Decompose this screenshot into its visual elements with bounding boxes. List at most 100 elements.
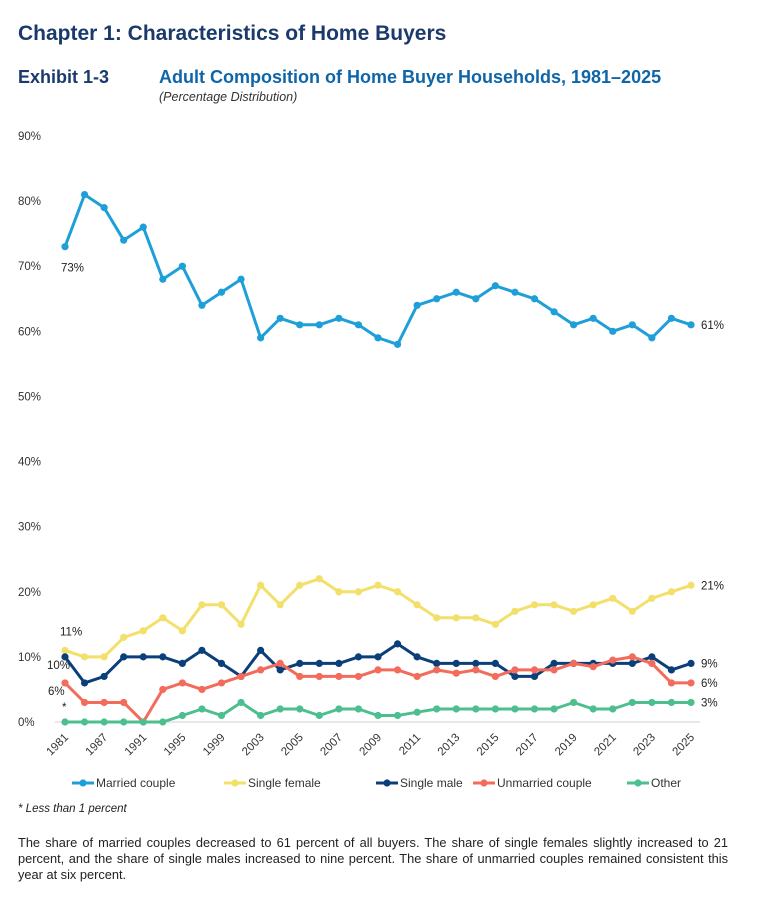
data-point bbox=[354, 653, 363, 661]
data-point bbox=[296, 672, 304, 681]
data-point bbox=[296, 321, 304, 329]
y-tick-label: 10% bbox=[18, 652, 41, 664]
data-point bbox=[374, 334, 382, 342]
data-point bbox=[100, 204, 108, 212]
data-point bbox=[120, 698, 128, 707]
data-point bbox=[80, 679, 89, 687]
data-point bbox=[433, 659, 441, 668]
data-point bbox=[472, 614, 480, 622]
data-point bbox=[80, 718, 89, 726]
y-tick-label: 0% bbox=[18, 717, 35, 729]
y-tick-label: 20% bbox=[18, 587, 41, 599]
data-point bbox=[335, 659, 343, 668]
x-tick-label: 2021 bbox=[592, 732, 619, 759]
data-point bbox=[687, 679, 695, 687]
x-tick-label: 1981 bbox=[45, 732, 72, 759]
exhibit-label: Exhibit 1-3 bbox=[18, 67, 110, 87]
data-point bbox=[530, 666, 539, 674]
x-tick-label: 1995 bbox=[162, 732, 189, 759]
y-tick-label: 90% bbox=[18, 131, 41, 143]
data-point bbox=[354, 588, 363, 596]
data-point bbox=[296, 581, 304, 589]
legend-marker bbox=[79, 779, 87, 787]
data-point bbox=[491, 282, 499, 290]
data-point bbox=[276, 659, 284, 668]
x-tick-label: 1991 bbox=[123, 732, 150, 759]
data-point bbox=[61, 243, 69, 251]
data-point bbox=[354, 705, 363, 713]
data-point bbox=[335, 588, 343, 596]
data-point bbox=[530, 705, 539, 713]
data-point bbox=[530, 672, 539, 681]
data-point bbox=[511, 288, 519, 296]
data-point bbox=[296, 659, 304, 668]
data-point bbox=[589, 314, 597, 322]
legend-item: Married couple bbox=[72, 776, 176, 790]
series-unmarried-couple bbox=[61, 653, 695, 726]
data-point bbox=[687, 659, 695, 668]
series-line bbox=[63, 193, 692, 346]
exhibit-title: Adult Composition of Home Buyer Househol… bbox=[159, 67, 662, 87]
data-point bbox=[257, 711, 265, 720]
x-tick-label: 2007 bbox=[318, 732, 345, 759]
y-axis: 0% 10% 20% 30% 40% 50% 60% 70% 80% 90% bbox=[18, 131, 41, 729]
data-point bbox=[570, 659, 578, 668]
data-point bbox=[61, 718, 69, 726]
data-point bbox=[100, 698, 108, 707]
summary-paragraph: The share of married couples decreased t… bbox=[18, 835, 728, 882]
legend: Married couple Single female Single male Un… bbox=[72, 776, 681, 790]
data-point bbox=[80, 698, 89, 707]
data-point bbox=[433, 666, 441, 674]
data-point bbox=[550, 666, 558, 674]
data-point bbox=[628, 653, 636, 661]
data-point bbox=[374, 581, 382, 589]
data-point bbox=[687, 581, 695, 589]
legend-marker bbox=[634, 779, 642, 787]
data-point bbox=[217, 288, 226, 296]
x-tick-label: 2013 bbox=[436, 732, 463, 759]
data-point bbox=[80, 191, 89, 199]
data-point bbox=[335, 314, 343, 322]
data-point bbox=[628, 659, 636, 668]
data-point bbox=[628, 321, 636, 329]
data-point bbox=[120, 718, 128, 726]
start-data-label: 6% bbox=[48, 686, 65, 698]
legend-marker bbox=[480, 779, 488, 787]
x-axis: 1981 1987 1991 1995 1999 2003 2005 2007 2009 2011… bbox=[45, 721, 700, 759]
data-point bbox=[237, 698, 245, 707]
data-point bbox=[354, 672, 363, 681]
legend-marker bbox=[383, 779, 391, 787]
data-point bbox=[393, 340, 402, 348]
x-tick-label: 2025 bbox=[671, 732, 698, 759]
data-point bbox=[687, 321, 695, 329]
data-point bbox=[257, 334, 265, 342]
start-data-label: 10% bbox=[47, 660, 70, 672]
legend-marker bbox=[231, 779, 239, 787]
data-point bbox=[178, 262, 186, 270]
legend-item: Single male bbox=[376, 776, 463, 790]
data-point bbox=[452, 669, 460, 677]
data-point bbox=[452, 288, 460, 296]
data-point bbox=[120, 653, 128, 661]
series-layer bbox=[61, 191, 695, 726]
data-point bbox=[550, 659, 558, 668]
data-point bbox=[61, 679, 69, 687]
data-point bbox=[139, 653, 147, 661]
data-point bbox=[667, 679, 676, 687]
data-point bbox=[393, 711, 402, 720]
data-point bbox=[609, 327, 617, 335]
series-single-female bbox=[61, 575, 695, 661]
data-point bbox=[198, 601, 206, 609]
data-point bbox=[217, 679, 226, 687]
data-point bbox=[667, 666, 676, 674]
x-tick-label: 1999 bbox=[201, 732, 228, 759]
data-point bbox=[178, 659, 186, 668]
footnote: * Less than 1 percent bbox=[18, 803, 127, 815]
data-point bbox=[296, 705, 304, 713]
data-point bbox=[550, 601, 558, 609]
data-point bbox=[374, 653, 382, 661]
data-point bbox=[237, 672, 245, 681]
data-point bbox=[413, 301, 421, 309]
data-point bbox=[315, 659, 323, 668]
data-point bbox=[217, 711, 226, 720]
